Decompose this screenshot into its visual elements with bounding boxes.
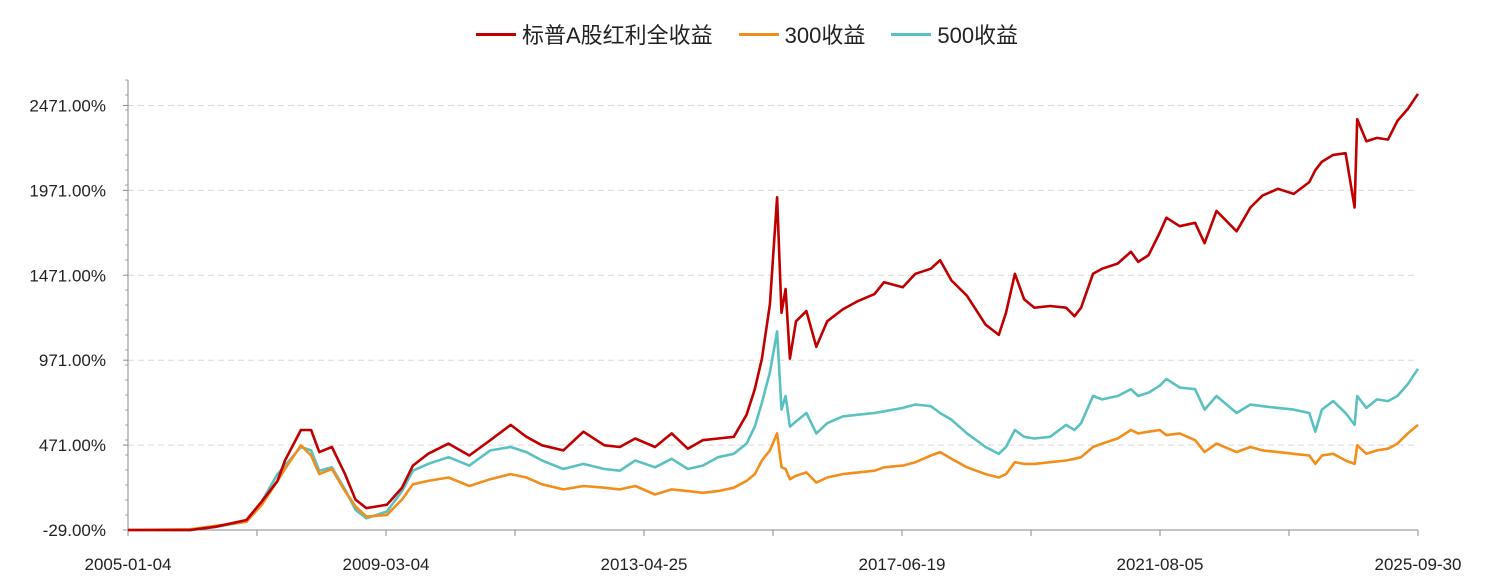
legend-label-1: 300收益 [784,23,866,48]
legend-swatch-0 [475,32,516,36]
x-tick-label: 2017-06-19 [859,555,946,574]
x-tick-label: 2009-03-04 [343,555,430,574]
series-line-2 [127,330,1420,532]
y-tick-label: -29.00% [43,521,106,540]
x-tick-labels: 2005-01-04 2009-03-04 2013-04-25 2017-06-19… [85,555,1462,574]
y-tick-label: 1471.00% [29,266,106,285]
x-tick-label: 2025-09-30 [1375,555,1462,574]
series-line-0 [128,93,1420,532]
chart-legend: 标普A股红利全收益 300收益 500收益 [0,18,1494,50]
series-lines [127,93,1420,532]
legend-swatch-2 [891,32,932,36]
x-tick-label: 2021-08-05 [1117,555,1204,574]
x-tick-label: 2013-04-25 [601,555,688,574]
legend-label-0: 标普A股红利全收益 [521,23,713,48]
y-tick-labels: -29.00% 471.00% 971.00% 1471.00% 1971.00% 247… [29,96,106,540]
x-tick-label: 2005-01-04 [85,555,172,574]
legend-swatch-1 [738,32,779,36]
legend-label-2: 500收益 [937,23,1019,48]
axes [123,79,1419,536]
legend-item-2[interactable]: 500收益 [891,18,1018,50]
legend-item-1[interactable]: 300收益 [738,18,866,50]
y-tick-label: 971.00% [39,351,106,370]
y-tick-label: 471.00% [39,436,106,455]
series-line-1 [127,423,1419,532]
y-tick-label: 2471.00% [29,96,106,115]
y-tick-label: 1971.00% [29,181,106,200]
legend-item-0[interactable]: 标普A股红利全收益 [475,18,713,50]
